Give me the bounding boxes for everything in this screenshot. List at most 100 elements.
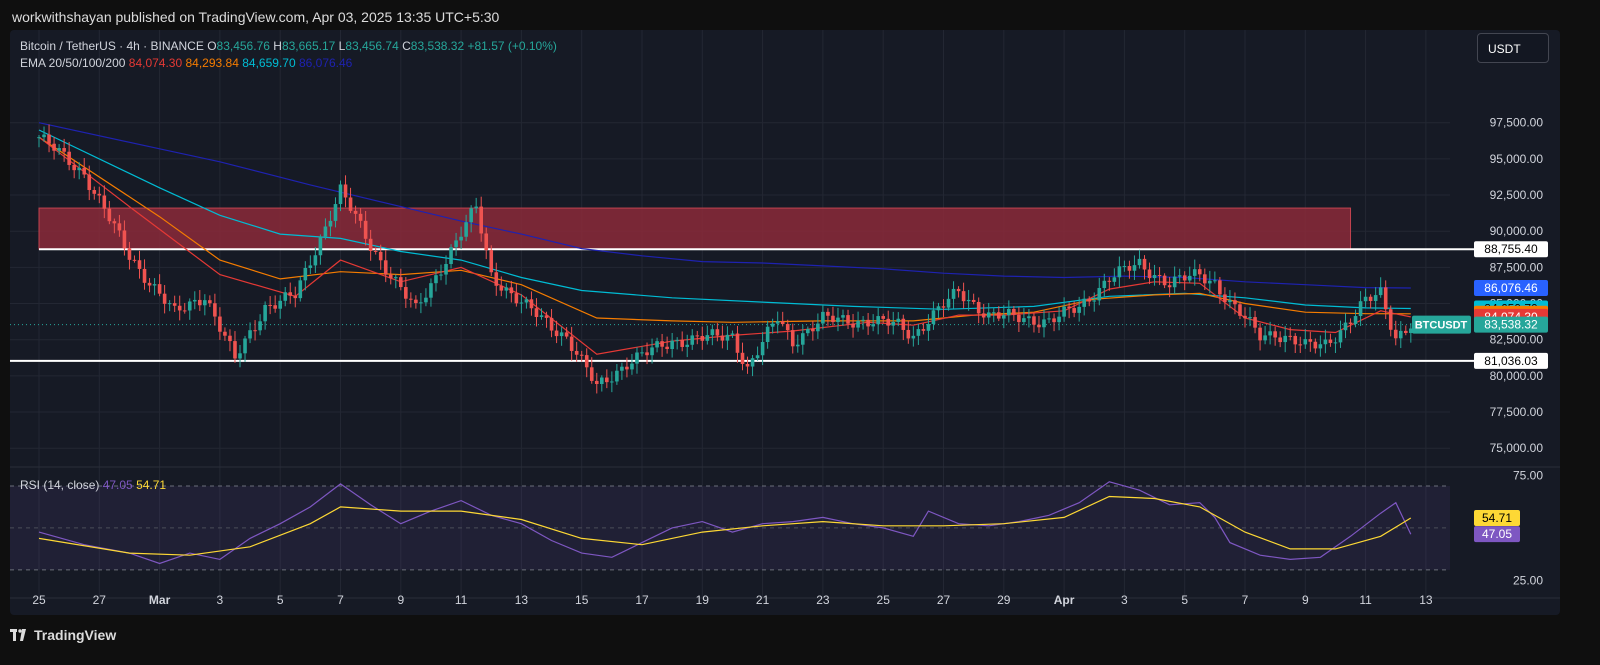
candle-body [1017, 314, 1021, 323]
time-tick-label: 25 [32, 593, 46, 607]
price-tick-label: 92,500.00 [1490, 188, 1544, 202]
candle-body [640, 352, 644, 354]
time-tick-label: 13 [1419, 593, 1433, 607]
candle-body [368, 238, 373, 251]
resistance-zone [38, 207, 1352, 250]
candle-body [1112, 277, 1117, 282]
candle-body [308, 265, 313, 268]
rsi-label[interactable]: RSI (14, close) [20, 478, 100, 492]
candle-body [147, 282, 152, 286]
candle-body [1022, 318, 1026, 323]
candle-body [419, 302, 423, 304]
rsi-tick-label: 75.00 [1513, 468, 1543, 482]
footer-brand[interactable]: TradingView [34, 627, 117, 643]
open-value: 83,456.76 [216, 39, 270, 53]
candle-body [519, 302, 524, 304]
candle-body [288, 292, 293, 296]
candle-body [1062, 306, 1066, 317]
candle-body [991, 312, 996, 314]
candle-body [182, 310, 187, 312]
rsi-legend: RSI (14, close) 47.05 54.71 [20, 478, 166, 492]
price-axis-label-bg [1474, 279, 1548, 296]
candle-body [479, 206, 483, 234]
candle-body [1097, 287, 1102, 301]
candle-body [1142, 258, 1147, 270]
candle-body [1172, 276, 1177, 288]
time-tick-label: 3 [217, 593, 224, 607]
candle-body [514, 293, 519, 304]
candle-body [1298, 344, 1303, 346]
ema200-line [38, 122, 1411, 289]
candle-body [1308, 339, 1313, 342]
candle-body [499, 285, 504, 291]
candle-body [1152, 275, 1157, 279]
candle-body [1213, 280, 1217, 282]
candle-body [258, 321, 262, 331]
symbol-title[interactable]: Bitcoin / TetherUS · 4h · BINANCE [20, 39, 204, 53]
rsi-axis-label-bg [1474, 526, 1520, 543]
candle-body [318, 236, 323, 256]
candle-body [429, 283, 433, 298]
candle-body [941, 306, 946, 308]
candle-body [881, 316, 885, 319]
candle-body [1032, 316, 1036, 325]
candle-body [816, 323, 820, 332]
candle-body [102, 195, 107, 209]
candle-body [630, 363, 634, 370]
candle-body [409, 298, 413, 300]
candle-body [1182, 275, 1187, 281]
chart-canvas[interactable]: 75,000.0077,500.0080,000.0082,500.0085,0… [10, 30, 1560, 615]
candle-body [439, 274, 443, 276]
candle-body [564, 332, 569, 337]
candle-body [675, 339, 679, 341]
price-axis-label: 88,755.40 [1484, 242, 1538, 256]
candle-body [444, 264, 448, 275]
candle-body [1177, 275, 1182, 277]
candle-body [414, 299, 418, 304]
candle-body [348, 197, 353, 211]
candle-body [806, 329, 810, 334]
candle-body [685, 344, 690, 347]
candle-body [1373, 295, 1378, 301]
time-tick-label: 11 [455, 593, 468, 607]
candle-body [529, 299, 534, 309]
candle-body [801, 333, 805, 345]
candle-body [665, 346, 669, 350]
candle-body [469, 208, 473, 223]
candle-body [112, 221, 117, 224]
candle-body [1398, 330, 1403, 339]
candle-body [549, 317, 554, 331]
candle-body [338, 184, 343, 205]
candle-body [198, 299, 202, 306]
published-text: workwithshayan published on TradingView.… [12, 9, 500, 25]
candle-body [1328, 339, 1333, 343]
price-tick-label: 80,000.00 [1490, 369, 1544, 383]
candle-body [569, 336, 574, 351]
candle-body [700, 336, 705, 341]
candle-body [926, 324, 931, 331]
candle-body [117, 223, 122, 231]
candle-body [1012, 308, 1016, 315]
candle-body [1268, 331, 1272, 336]
time-tick-label: 27 [93, 593, 107, 607]
candle-body [1002, 315, 1006, 319]
candle-body [610, 381, 614, 383]
candle-body [620, 366, 624, 371]
ema-label[interactable]: EMA 20/50/100/200 [20, 56, 126, 70]
currency-button[interactable]: USDT [1477, 33, 1549, 63]
candle-body [966, 299, 971, 302]
candle-body [283, 292, 288, 301]
candle-body [1077, 306, 1081, 313]
published-header: workwithshayan published on TradingView.… [0, 0, 1600, 34]
candle-body [218, 316, 222, 332]
chart-panel[interactable]: 75,000.0077,500.0080,000.0082,500.0085,0… [10, 30, 1560, 615]
candle-body [1052, 318, 1056, 323]
candle-body [1057, 316, 1061, 323]
low-value: 83,456.74 [345, 39, 399, 53]
candle-body [760, 342, 765, 356]
time-tick-label: 7 [337, 593, 344, 607]
candle-body [1218, 280, 1222, 295]
rsi-tick-label: 25.00 [1513, 573, 1543, 587]
candle-body [172, 303, 177, 306]
candle-body [248, 330, 252, 339]
